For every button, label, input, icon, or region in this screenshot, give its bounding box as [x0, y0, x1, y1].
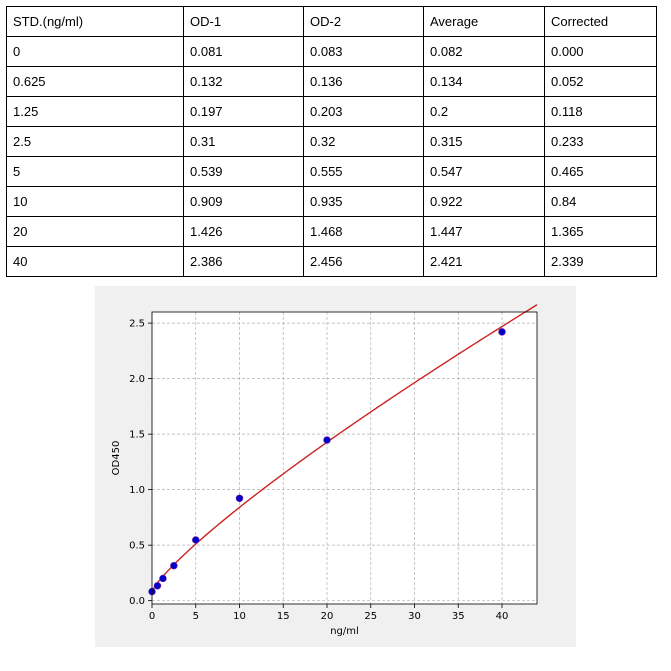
- x-tick-label: 20: [321, 611, 334, 622]
- cell-corrected: 0.118: [544, 96, 657, 127]
- y-tick-label: 2.0: [129, 374, 145, 385]
- data-point: [153, 582, 162, 590]
- plot-area: [152, 312, 537, 604]
- y-tick-label: 0.5: [129, 541, 145, 552]
- cell-corrected: 0.84: [544, 186, 657, 217]
- cell-std: 0: [6, 36, 184, 67]
- table-row: 1.25 0.197 0.203 0.2 0.118: [6, 96, 657, 127]
- table-row: 5 0.539 0.555 0.547 0.465: [6, 156, 657, 187]
- table-header-row: STD.(ng/ml) OD-1 OD-2 Average Corrected: [6, 6, 657, 37]
- cell-std: 10: [6, 186, 184, 217]
- cell-od2: 0.32: [303, 126, 424, 157]
- cell-od2: 0.555: [303, 156, 424, 187]
- cell-od2: 2.456: [303, 246, 424, 277]
- cell-od2: 0.203: [303, 96, 424, 127]
- cell-corrected: 0.465: [544, 156, 657, 187]
- cell-std: 5: [6, 156, 184, 187]
- cell-average: 0.547: [423, 156, 545, 187]
- header-od2: OD-2: [303, 6, 424, 37]
- y-tick-label: 0.0: [129, 596, 145, 607]
- data-points: [148, 328, 506, 596]
- x-tick-label: 25: [364, 611, 377, 622]
- header-od1: OD-1: [183, 6, 304, 37]
- standard-curve-table: STD.(ng/ml) OD-1 OD-2 Average Corrected …: [6, 6, 657, 277]
- data-point: [170, 561, 178, 570]
- cell-std: 2.5: [6, 126, 184, 157]
- cell-od1: 2.386: [183, 246, 304, 277]
- header-average: Average: [423, 6, 545, 37]
- cell-corrected: 2.339: [544, 246, 657, 277]
- x-tick-label: 35: [452, 611, 465, 622]
- table-row: 2.5 0.31 0.32 0.315 0.233: [6, 126, 657, 157]
- grid-lines: [151, 312, 537, 604]
- cell-od1: 0.909: [183, 186, 304, 217]
- table-row: 10 0.909 0.935 0.922 0.84: [6, 186, 657, 217]
- cell-std: 1.25: [6, 96, 184, 127]
- cell-od1: 1.426: [183, 216, 304, 247]
- cell-od1: 0.197: [183, 96, 304, 127]
- cell-od1: 0.132: [183, 66, 304, 97]
- x-tick-label: 5: [193, 611, 199, 622]
- cell-average: 0.082: [423, 36, 545, 67]
- x-tick-label: 30: [408, 611, 421, 622]
- x-tick-label: 15: [277, 611, 290, 622]
- data-point: [235, 494, 244, 503]
- cell-corrected: 0.052: [544, 66, 657, 97]
- cell-od2: 0.136: [303, 66, 424, 97]
- table-row: 0.625 0.132 0.136 0.134 0.052: [6, 66, 657, 97]
- cell-od1: 0.539: [183, 156, 304, 187]
- header-std: STD.(ng/ml): [6, 6, 184, 37]
- cell-average: 1.447: [423, 216, 545, 247]
- cell-od1: 0.081: [183, 36, 304, 67]
- fit-curve-line: [151, 304, 538, 592]
- plot-frame: [151, 311, 538, 605]
- standard-curve-chart: 0 5 10 15 20 25 30 35 40 0.0 0.5 1.0 1.5 2.0 2.5 ng/ml…: [111, 304, 538, 637]
- cell-od2: 0.935: [303, 186, 424, 217]
- x-tick-label: 0: [149, 611, 155, 622]
- table-row: 20 1.426 1.468 1.447 1.365: [6, 216, 657, 247]
- cell-std: 40: [6, 246, 184, 277]
- y-tick-label: 2.5: [129, 319, 145, 330]
- cell-std: 20: [6, 216, 184, 247]
- cell-average: 0.2: [423, 96, 545, 127]
- x-tick-label: 40: [496, 611, 509, 622]
- table-row: 40 2.386 2.456 2.421 2.339: [6, 246, 657, 277]
- y-tick-label: 1.0: [129, 485, 145, 496]
- y-tick-label: 1.5: [129, 430, 145, 441]
- chart-panel: 0 5 10 15 20 25 30 35 40 0.0 0.5 1.0 1.5 2.0 2.5 ng/ml…: [95, 286, 576, 647]
- y-axis-label: OD450: [111, 441, 122, 476]
- cell-average: 0.922: [423, 186, 545, 217]
- x-tick-label: 10: [233, 611, 246, 622]
- cell-average: 0.315: [423, 126, 545, 157]
- cell-od2: 0.083: [303, 36, 424, 67]
- cell-od2: 1.468: [303, 216, 424, 247]
- cell-average: 0.134: [423, 66, 545, 97]
- table-row: 0 0.081 0.083 0.082 0.000: [6, 36, 657, 67]
- header-corrected: Corrected: [544, 6, 657, 37]
- data-point: [498, 328, 506, 336]
- cell-od1: 0.31: [183, 126, 304, 157]
- data-point: [159, 574, 167, 583]
- cell-corrected: 1.365: [544, 216, 657, 247]
- cell-average: 2.421: [423, 246, 545, 277]
- cell-corrected: 0.233: [544, 126, 657, 157]
- data-point: [323, 436, 331, 444]
- axis-ticks: 0 5 10 15 20 25 30 35 40 0.0 0.5 1.0 1.5 2.0 2.5: [129, 319, 508, 622]
- data-point: [192, 536, 200, 544]
- x-axis-label: ng/ml: [330, 626, 359, 637]
- cell-std: 0.625: [6, 66, 184, 97]
- cell-corrected: 0.000: [544, 36, 657, 67]
